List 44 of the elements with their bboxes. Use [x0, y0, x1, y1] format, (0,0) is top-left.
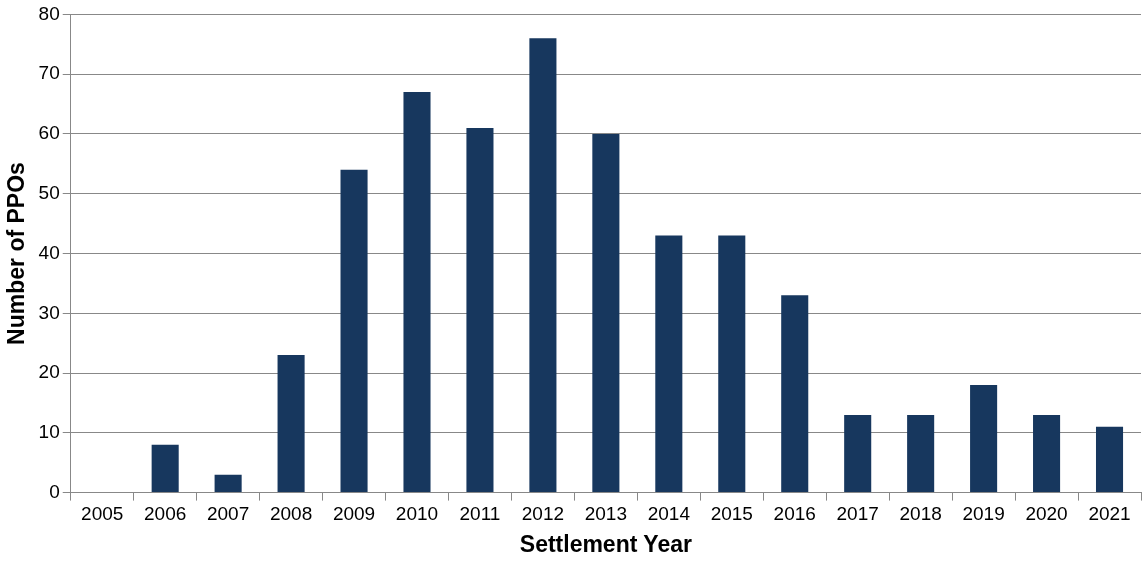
- y-axis-title: Number of PPOs: [3, 162, 30, 345]
- x-tick-label: 2011: [459, 503, 501, 525]
- x-tick-label: 2015: [710, 503, 753, 525]
- x-tick-label: 2012: [521, 503, 565, 525]
- bar: [466, 127, 494, 493]
- y-tick-label: 80: [38, 2, 60, 24]
- x-tick-label: 2014: [647, 503, 691, 525]
- x-tick-label: 2007: [206, 503, 250, 525]
- bar: [529, 38, 557, 493]
- x-tick-label: 2018: [899, 503, 942, 525]
- x-tick-label: 2016: [773, 503, 816, 525]
- y-tick-label: 0: [49, 480, 60, 502]
- x-tick-label: 2020: [1025, 503, 1068, 525]
- bar: [151, 444, 179, 493]
- y-tick-label: 70: [38, 62, 60, 84]
- bar: [781, 295, 809, 493]
- y-tick-label: 10: [38, 421, 60, 443]
- x-tick-label: 2010: [395, 503, 439, 525]
- x-tick-label: 2005: [81, 503, 124, 525]
- bar: [403, 92, 431, 493]
- y-tick-label: 30: [38, 301, 60, 323]
- bar: [277, 355, 305, 493]
- bar: [907, 414, 935, 493]
- bar: [844, 414, 872, 493]
- bar: [340, 169, 368, 493]
- y-tick-label: 40: [38, 241, 60, 263]
- x-tick-label: 2006: [144, 503, 187, 525]
- x-axis-title: Settlement Year: [519, 530, 692, 557]
- y-tick-label: 20: [38, 361, 60, 383]
- bar: [592, 133, 620, 493]
- bar: [1095, 426, 1124, 493]
- bar: [718, 235, 746, 493]
- bar: [655, 235, 683, 493]
- x-tick-label: 2013: [584, 503, 628, 525]
- bar: [214, 474, 242, 493]
- x-tick-label: 2019: [962, 503, 1005, 525]
- y-tick-label: 50: [38, 181, 60, 203]
- y-tick-label: 60: [38, 122, 60, 144]
- bar: [1033, 414, 1061, 493]
- x-tick-label: 2017: [836, 503, 879, 525]
- x-tick-label: 2008: [269, 503, 313, 525]
- x-tick-label: 2021: [1088, 503, 1131, 525]
- x-tick-label: 2009: [332, 503, 376, 525]
- bar: [970, 385, 998, 493]
